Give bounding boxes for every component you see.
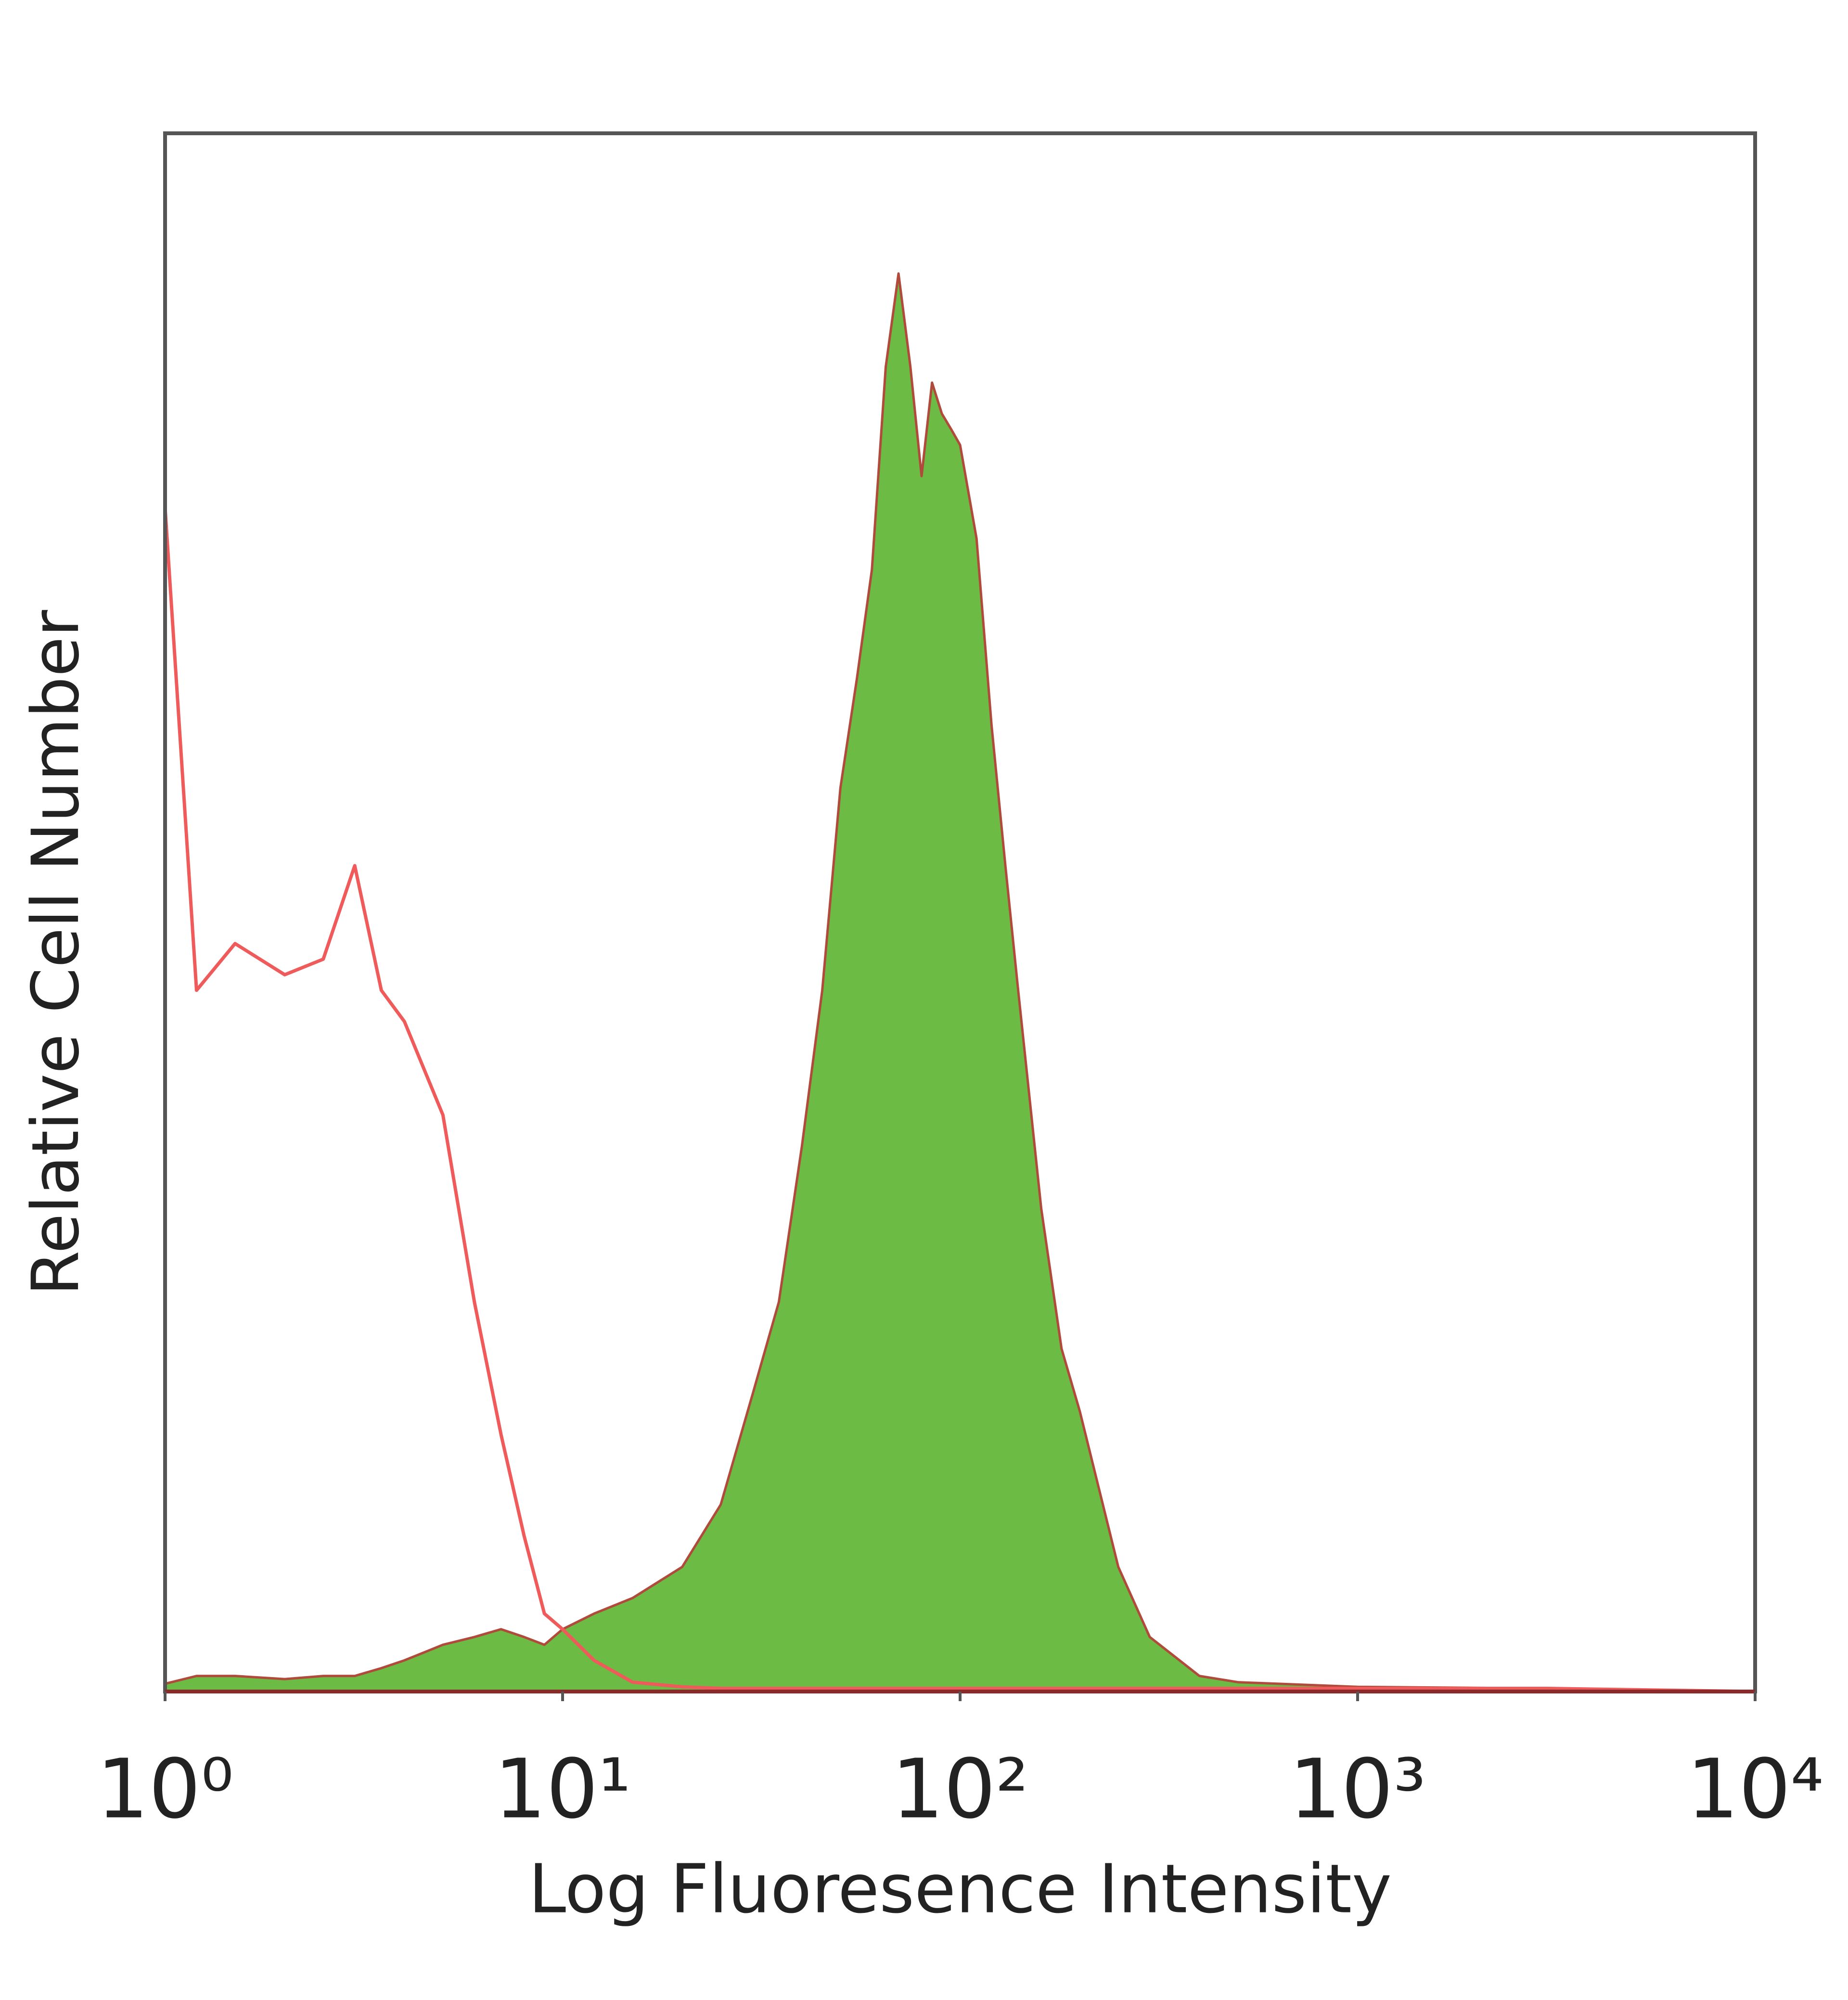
x-tick-label: 10² (892, 1742, 1028, 1837)
histogram-area (164, 272, 1757, 1693)
x-tick-label: 10³ (1289, 1742, 1426, 1837)
histogram-line (163, 507, 1756, 1693)
x-tick-label: 10⁰ (97, 1742, 233, 1837)
x-axis-title: Log Fluoresence Intensity (528, 1850, 1392, 1929)
y-axis-title: Relative Cell Number (18, 610, 93, 1295)
x-tick-label: 10¹ (494, 1742, 631, 1837)
x-tick-label: 10⁴ (1687, 1742, 1823, 1837)
